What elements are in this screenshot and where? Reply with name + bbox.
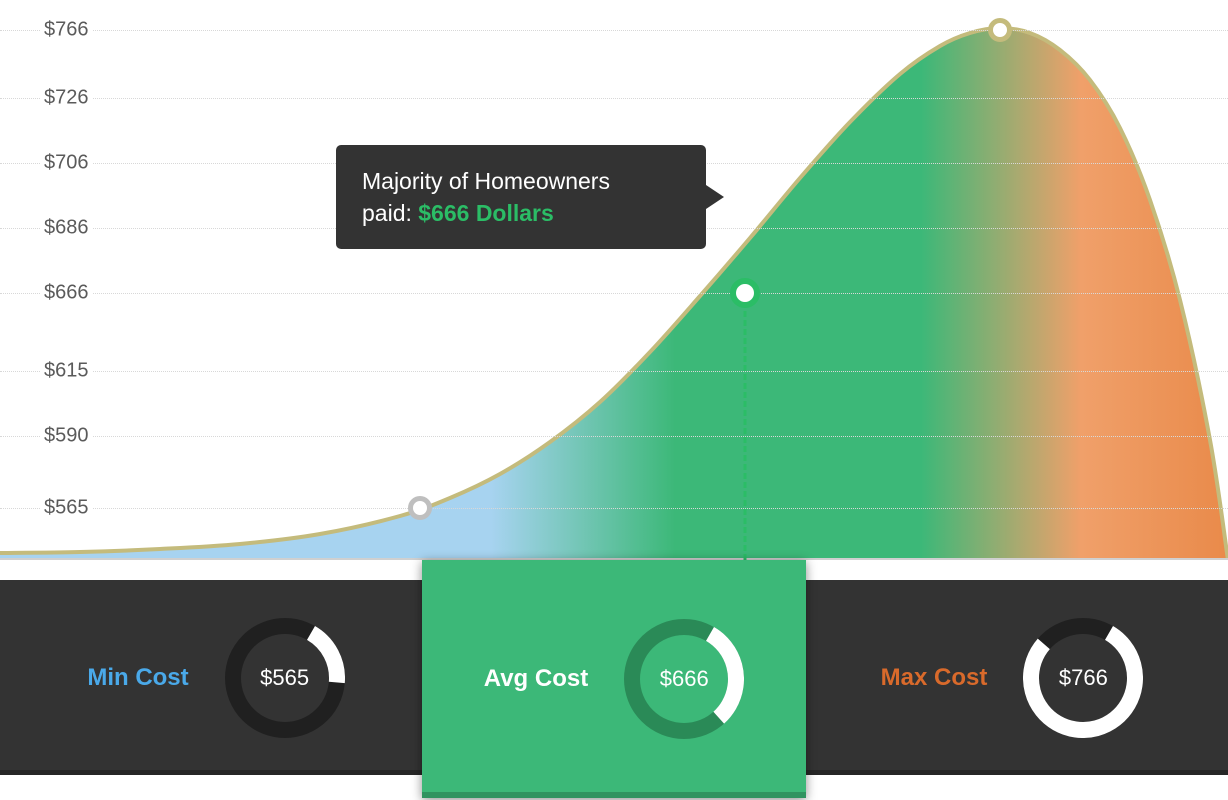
min-donut: $565 bbox=[225, 618, 345, 738]
min-cost-label: Min Cost bbox=[87, 664, 188, 692]
ytick-label: $666 bbox=[40, 280, 93, 307]
avg-tooltip: Majority of Homeowners paid: $666 Dollar… bbox=[336, 145, 706, 249]
min-marker bbox=[408, 496, 432, 520]
ytick-label: $766 bbox=[40, 17, 93, 44]
summary-cards: Min Cost $565 Avg Cost $666 Max Cost $76… bbox=[0, 560, 1228, 800]
avg-cost-value: $666 bbox=[624, 619, 744, 739]
ytick-label: $686 bbox=[40, 215, 93, 242]
tooltip-line2-prefix: paid: bbox=[362, 200, 418, 226]
avg-marker bbox=[730, 278, 760, 308]
curve-svg bbox=[0, 0, 1228, 560]
tooltip-amount: $666 Dollars bbox=[418, 200, 554, 226]
avg-donut: $666 bbox=[624, 619, 744, 739]
gridline bbox=[0, 508, 1228, 509]
max-donut: $766 bbox=[1023, 618, 1143, 738]
ytick-label: $615 bbox=[40, 358, 93, 385]
gridline bbox=[0, 293, 1228, 294]
max-cost-value: $766 bbox=[1023, 618, 1143, 738]
min-cost-value: $565 bbox=[225, 618, 345, 738]
area-fill bbox=[0, 28, 1228, 560]
tooltip-line2: paid: $666 Dollars bbox=[362, 197, 680, 229]
avg-cost-card: Avg Cost $666 bbox=[422, 560, 806, 798]
max-cost-card: Max Cost $766 bbox=[796, 580, 1228, 775]
gridline bbox=[0, 30, 1228, 31]
ytick-label: $726 bbox=[40, 85, 93, 112]
gridline bbox=[0, 98, 1228, 99]
gridline bbox=[0, 371, 1228, 372]
ytick-label: $565 bbox=[40, 495, 93, 522]
max-marker bbox=[988, 18, 1012, 42]
avg-drop-line bbox=[744, 293, 747, 560]
avg-cost-label: Avg Cost bbox=[484, 665, 588, 693]
gridline bbox=[0, 436, 1228, 437]
min-cost-card: Min Cost $565 bbox=[0, 580, 432, 775]
ytick-label: $590 bbox=[40, 423, 93, 450]
max-cost-label: Max Cost bbox=[881, 664, 988, 692]
ytick-label: $706 bbox=[40, 150, 93, 177]
tooltip-line1: Majority of Homeowners bbox=[362, 165, 680, 197]
cost-distribution-chart: $565 $590 $615 $666 $686 $706 $726 $766 Majorit… bbox=[0, 0, 1228, 560]
